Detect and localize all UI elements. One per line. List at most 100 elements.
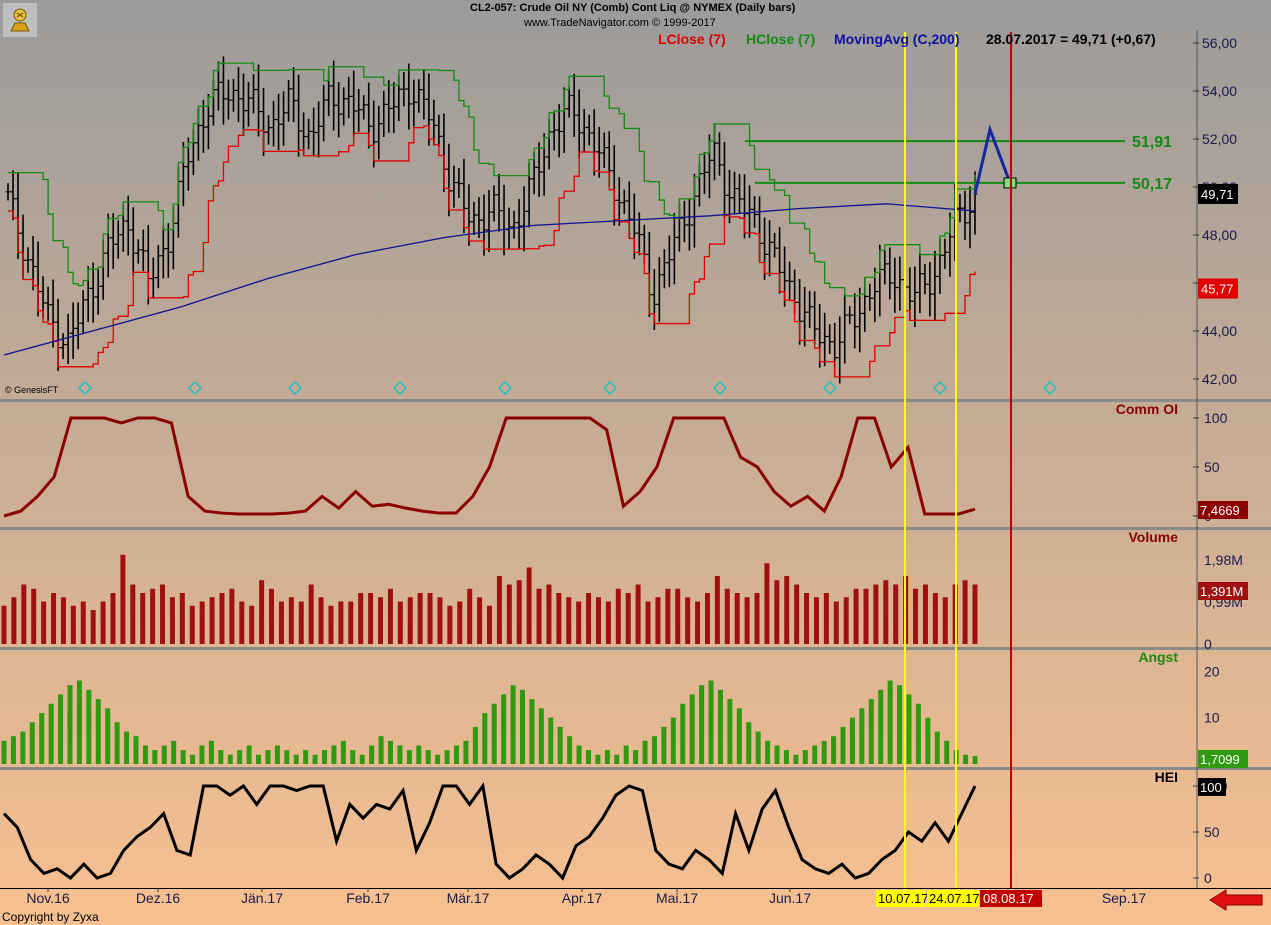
price-bar <box>556 104 562 158</box>
current-quote: 28.07.2017 = 49,71 (+0,67) <box>986 31 1156 47</box>
price-bar <box>140 229 146 272</box>
angst-bar <box>331 745 337 764</box>
price-bar <box>110 213 116 269</box>
volume-bar <box>764 563 770 644</box>
panel-separator <box>0 767 1271 770</box>
comm-oi-panel[interactable]: Comm OI <box>3 401 1178 518</box>
angst-bar <box>142 745 148 764</box>
price-bar <box>286 80 292 122</box>
price-bar <box>135 239 141 264</box>
lclose-value-label: 45,77 <box>1201 282 1234 297</box>
angst-bar <box>774 745 780 764</box>
legend-moving-avg[interactable]: MovingAvg (C,200) <box>834 31 960 47</box>
price-bar <box>737 174 743 214</box>
price-bar <box>386 80 392 133</box>
volume-bar <box>526 567 532 644</box>
volume-bar <box>605 601 611 644</box>
angst-bar <box>58 694 64 764</box>
price-bar <box>80 290 86 333</box>
date-marker-label: 24.07.17 <box>929 891 980 906</box>
reminder-diamond-icon <box>77 380 93 396</box>
reminder-diamond-icon <box>497 380 513 396</box>
price-bar <box>336 82 342 138</box>
chart-title: CL2-057: Crude Oil NY (Comb) Cont Liq @ … <box>470 2 796 14</box>
angst-bar <box>812 745 818 764</box>
price-tick-label: 54,00 <box>1202 83 1237 99</box>
volume-bar <box>140 593 146 644</box>
angst-bar <box>265 750 271 764</box>
angst-bar <box>246 745 252 764</box>
angst-panel[interactable]: Angst <box>1 649 1179 764</box>
date-marker-badge <box>927 890 979 907</box>
angst-bar <box>416 745 422 764</box>
price-bar <box>656 257 662 323</box>
angst-bar <box>699 685 705 764</box>
angst-bar <box>10 736 16 764</box>
price-tick-label: 42,00 <box>1202 371 1237 387</box>
lclose-line <box>8 125 976 378</box>
volume-bar <box>942 597 948 644</box>
volume-bar <box>387 588 393 644</box>
moving-avg-line <box>3 203 976 356</box>
panel-separator <box>0 399 1271 402</box>
volume-bar <box>308 584 314 644</box>
volume-bar <box>407 597 413 644</box>
price-bar <box>115 220 121 259</box>
price-bar <box>356 88 362 132</box>
angst-bar <box>76 680 82 764</box>
hei-panel[interactable]: HEI <box>2 769 1178 881</box>
angst-tick-label: 20 <box>1204 663 1220 679</box>
hclose-line <box>8 62 976 297</box>
volume-bar <box>695 601 701 644</box>
volume-bar <box>536 588 542 644</box>
price-bar <box>822 312 828 367</box>
angst-bar <box>538 708 544 764</box>
price-bar <box>967 186 973 249</box>
price-bar <box>70 302 76 360</box>
volume-bar <box>893 584 899 644</box>
volume-bar <box>784 576 790 644</box>
price-bar <box>802 286 808 347</box>
price-bar <box>341 87 347 126</box>
price-bar <box>240 73 246 136</box>
price-bar <box>165 223 171 278</box>
angst-bar <box>595 754 601 764</box>
volume-bar <box>447 605 453 644</box>
comm-oi-line <box>3 416 976 518</box>
price-bar <box>661 249 667 289</box>
angst-bar <box>670 717 676 764</box>
volume-bar <box>199 601 205 644</box>
angst-bar <box>783 750 789 764</box>
angst-bar <box>303 750 309 764</box>
price-bar <box>586 114 592 146</box>
volume-bar <box>189 605 195 644</box>
volume-bar <box>635 584 641 644</box>
volume-bar <box>586 593 592 644</box>
volume-bar <box>496 576 502 644</box>
angst-bar <box>680 703 686 764</box>
price-bar <box>747 185 753 238</box>
angst-bar <box>425 750 431 764</box>
price-bar <box>431 99 437 146</box>
scroll-left-arrow-icon <box>1209 889 1263 911</box>
legend-lclose[interactable]: LClose (7) <box>658 31 726 47</box>
angst-bar <box>161 745 167 764</box>
price-bar <box>411 79 417 127</box>
volume-panel[interactable]: Volume <box>1 529 1179 644</box>
volume-bar <box>704 593 710 644</box>
price-bar <box>912 266 918 328</box>
reminder-diamond-icon <box>602 380 618 396</box>
legend-hclose[interactable]: HClose (7) <box>746 31 816 47</box>
volume-bar <box>863 588 869 644</box>
comm-oi-value-label: 7,4669 <box>1200 503 1240 518</box>
panel-frames <box>0 30 1271 889</box>
angst-tick-label: 10 <box>1204 710 1220 726</box>
angst-bar <box>218 750 224 764</box>
price-bar <box>251 74 257 114</box>
angst-bar <box>727 699 733 764</box>
price-bar <box>852 293 858 349</box>
price-bar <box>220 56 226 125</box>
price-bar <box>316 101 322 158</box>
price-panel[interactable]: 51,91 50,17 <box>3 56 1172 396</box>
angst-bar <box>963 754 969 764</box>
